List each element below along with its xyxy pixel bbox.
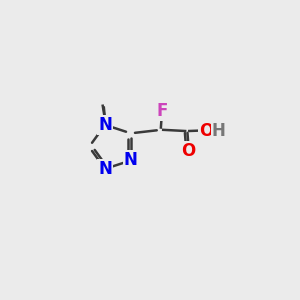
Text: F: F: [156, 102, 167, 120]
Text: N: N: [98, 116, 112, 134]
Text: O: O: [182, 142, 196, 160]
Text: N: N: [98, 160, 112, 178]
Text: H: H: [212, 122, 226, 140]
Text: O: O: [199, 122, 213, 140]
Text: N: N: [124, 152, 138, 169]
